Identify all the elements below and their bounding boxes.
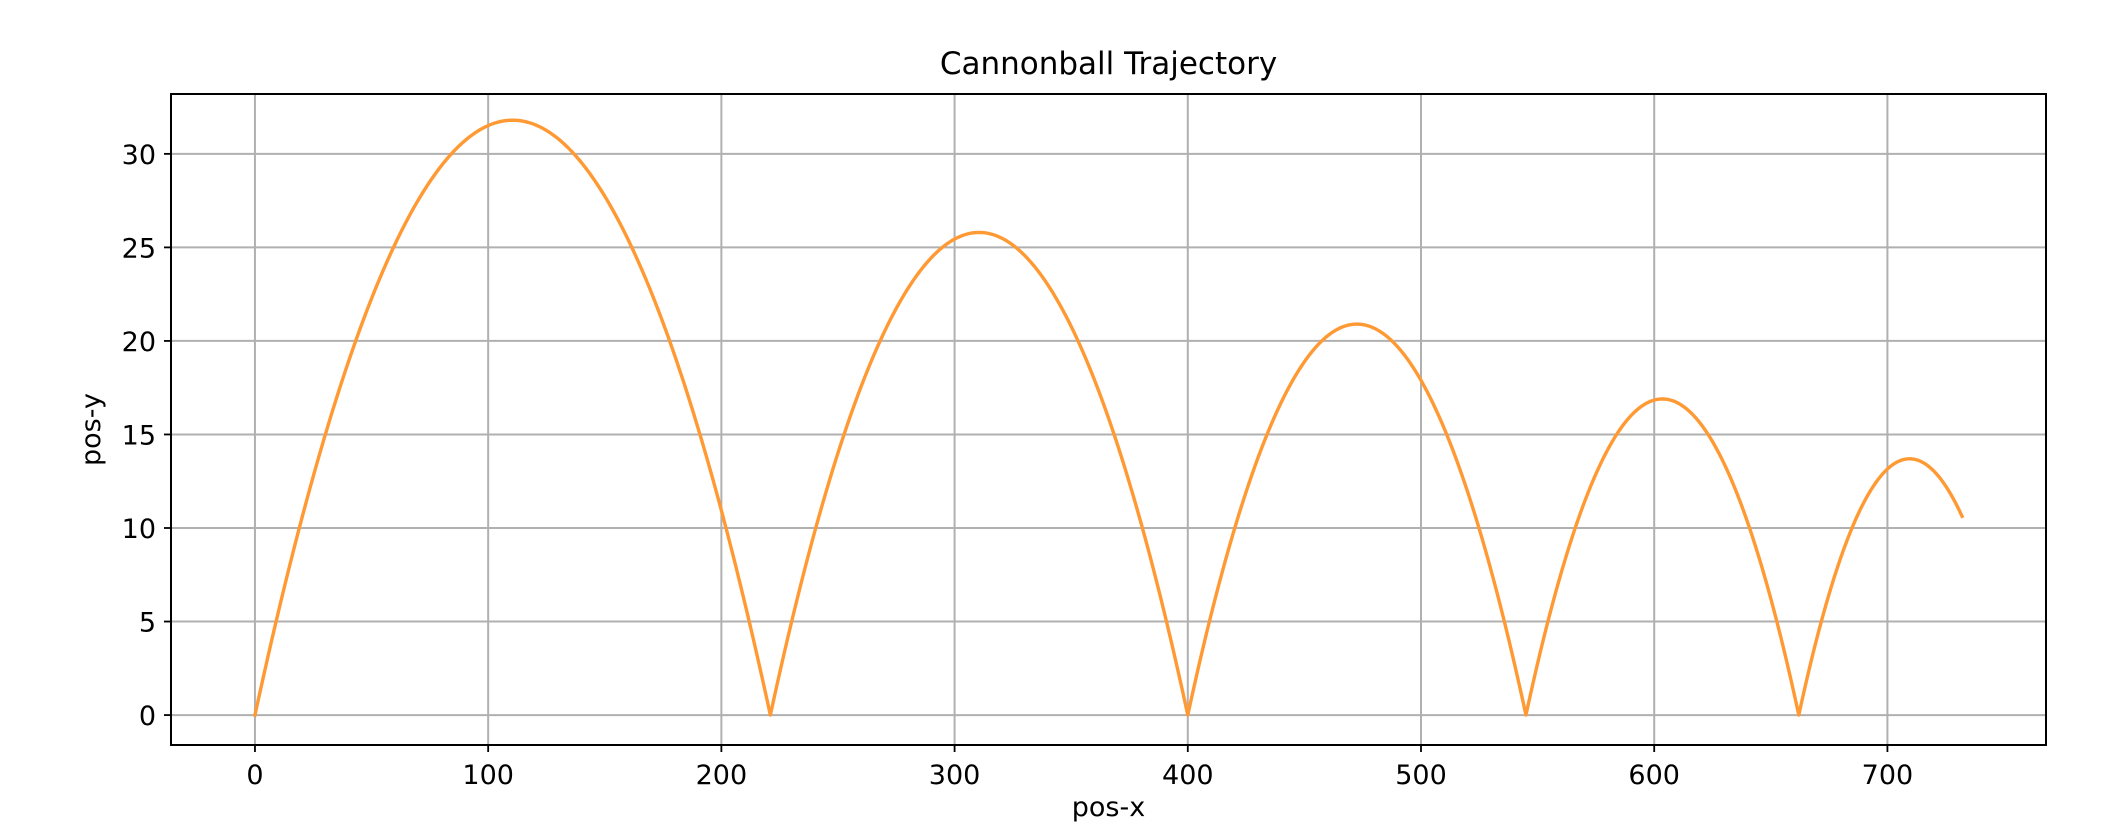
x-tick-label: 0 bbox=[246, 760, 263, 791]
trajectory-line bbox=[252, 118, 1965, 718]
x-tick-label: 700 bbox=[1862, 760, 1914, 791]
y-tick-label: 5 bbox=[139, 608, 156, 639]
x-tick-label: 600 bbox=[1628, 760, 1680, 791]
y-tick-label: 0 bbox=[139, 701, 156, 732]
chart-title: Cannonball Trajectory bbox=[940, 46, 1277, 82]
grid-layer bbox=[171, 94, 2046, 745]
y-tick-label: 15 bbox=[122, 420, 156, 451]
x-tick-label: 200 bbox=[696, 760, 748, 791]
series-layer bbox=[252, 118, 1965, 718]
y-tick-label: 10 bbox=[122, 514, 156, 545]
y-tick-label: 25 bbox=[122, 233, 156, 264]
x-tick-label: 400 bbox=[1162, 760, 1214, 791]
x-tick-label: 300 bbox=[929, 760, 981, 791]
x-tick-label: 100 bbox=[462, 760, 514, 791]
plot-frame bbox=[170, 93, 2047, 746]
y-tick-label: 30 bbox=[122, 140, 156, 171]
ticks-layer: 0 100 200 300 400 500 600 700 0 5 10 15 20 25 30 bbox=[122, 140, 1914, 791]
x-axis-label: pos-x bbox=[1072, 792, 1145, 823]
y-tick-label: 20 bbox=[122, 327, 156, 358]
y-axis-label: pos-y bbox=[76, 393, 107, 466]
x-tick-label: 500 bbox=[1395, 760, 1447, 791]
